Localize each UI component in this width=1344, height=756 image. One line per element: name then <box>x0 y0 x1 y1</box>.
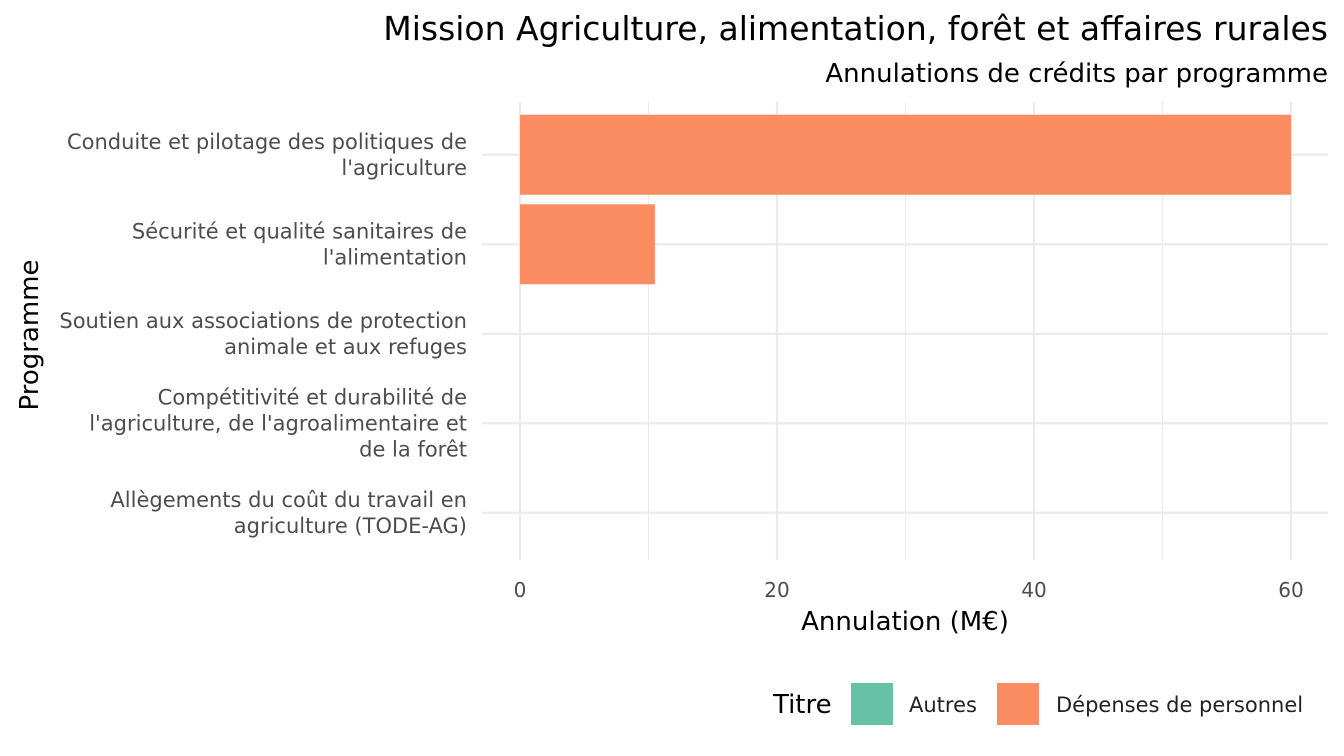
legend: Titre Autres Dépenses de personnel <box>772 683 1303 725</box>
category-label: Sécurité et qualité sanitaires de l'alime… <box>132 219 467 269</box>
category-label-line: Conduite et pilotage des politiques de <box>67 130 467 154</box>
bar <box>520 114 1291 195</box>
x-tick-label: 60 <box>1278 578 1303 602</box>
legend-title: Titre <box>772 690 832 720</box>
category-label-line: agriculture (TODE-AG) <box>234 514 467 538</box>
category-label: Compétitivité et durabilité de l'agricult… <box>89 385 467 461</box>
legend-label-autres: Autres <box>909 693 977 717</box>
bar <box>520 204 655 285</box>
category-label-line: de la forêt <box>359 437 467 461</box>
legend-swatch-depenses-de-personnel <box>997 683 1039 725</box>
bars <box>520 114 1291 285</box>
x-tick-label: 40 <box>1021 578 1046 602</box>
category-label-line: Soutien aux associations de protection <box>59 309 467 333</box>
legend-swatch-autres <box>851 683 893 725</box>
category-label-line: Compétitivité et durabilité de <box>158 385 467 409</box>
category-label: Soutien aux associations de protection an… <box>59 309 467 359</box>
x-axis-title: Annulation (M€) <box>801 607 1009 637</box>
legend-label-depenses-de-personnel: Dépenses de personnel <box>1056 693 1303 717</box>
chart-subtitle: Annulations de crédits par programme <box>825 59 1328 89</box>
category-label-line: Allègements du coût du travail en <box>110 488 467 512</box>
category-label-line: l'alimentation <box>323 245 467 269</box>
category-label: Allègements du coût du travail en agricul… <box>110 488 467 538</box>
category-labels: Conduite et pilotage des politiques de l'… <box>59 130 467 538</box>
category-label-line: Sécurité et qualité sanitaires de <box>132 219 467 243</box>
chart-title: Mission Agriculture, alimentation, forêt… <box>383 9 1328 48</box>
y-axis-title: Programme <box>15 259 45 410</box>
x-tick-label: 0 <box>514 578 527 602</box>
x-tick-labels: 0 20 40 60 <box>514 578 1304 602</box>
category-label-line: l'agriculture <box>341 156 467 180</box>
category-label-line: l'agriculture, de l'agroalimentaire et <box>89 411 467 435</box>
category-label-line: animale et aux refuges <box>224 335 467 359</box>
x-tick-label: 20 <box>764 578 789 602</box>
category-label: Conduite et pilotage des politiques de l'… <box>67 130 467 180</box>
